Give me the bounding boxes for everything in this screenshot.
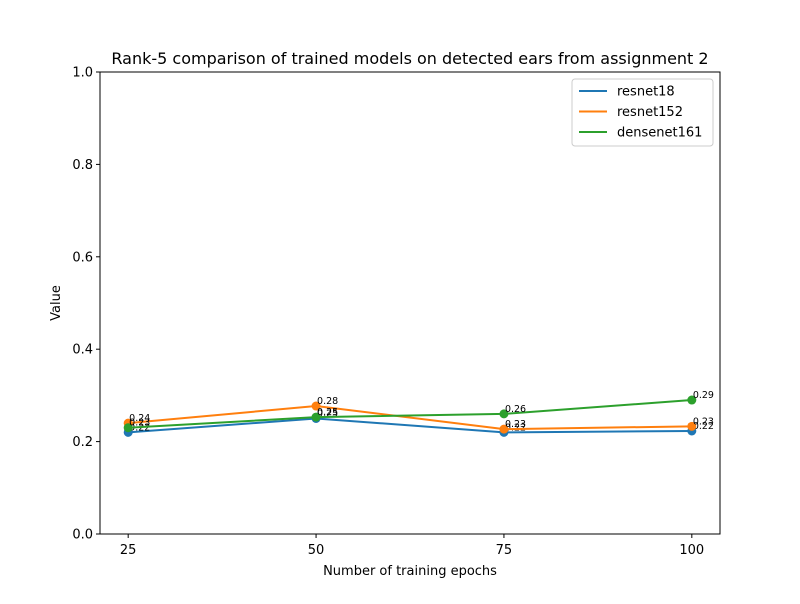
legend-box [571, 78, 714, 147]
data-point [687, 395, 697, 405]
chart-title: Rank-5 comparison of trained models on d… [111, 49, 708, 68]
y-tick-label: 1.0 [72, 66, 93, 81]
data-label: 0.22 [505, 422, 526, 433]
series-line-resnet152 [128, 405, 692, 431]
x-axis-label: Number of training epochs [323, 564, 497, 579]
data-point [499, 409, 509, 419]
y-tick-label: 0.6 [72, 250, 93, 265]
x-tick-label: 100 [679, 543, 704, 558]
axes: 0.0 0.2 0.4 0.6 0.8 1.0 25 50 75 100 [72, 66, 704, 559]
x-tick-label: 25 [120, 543, 137, 558]
x-tick-label: 75 [496, 543, 513, 558]
legend-label: resnet18 [617, 85, 675, 100]
data-label: 0.22 [693, 421, 714, 432]
data-point [123, 423, 133, 433]
data-label: 0.23 [693, 416, 714, 427]
plot-frame [99, 71, 721, 535]
data-label: 0.23 [129, 418, 150, 429]
y-tick-label: 0.8 [72, 158, 93, 173]
data-label: 0.25 [317, 407, 338, 418]
data-label: 0.26 [505, 404, 526, 415]
plot-area: 0.220.250.22 0.220.240.280.23 0.230.230.25… [123, 390, 714, 437]
x-tick-label: 50 [308, 543, 325, 558]
data-point [311, 401, 321, 411]
y-axis-label: Value [49, 285, 64, 321]
data-label: 0.25 [317, 409, 338, 420]
y-tick-label: 0.0 [72, 528, 93, 543]
data-label: 0.23 [505, 419, 526, 430]
y-tick-label: 0.2 [72, 435, 93, 450]
data-label: 0.24 [129, 413, 150, 424]
data-point [311, 412, 321, 422]
data-label: 0.29 [693, 390, 714, 401]
data-point [687, 421, 697, 431]
series-densenet161: 0.23 0.25 0.26 0.29 [123, 390, 714, 433]
series-line-densenet161 [128, 399, 692, 429]
y-tick-label: 0.4 [72, 343, 93, 358]
legend: resnet18 resnet152 densenet161 [571, 78, 714, 147]
series-line-resnet18 [128, 417, 692, 434]
data-label: 0.28 [317, 396, 338, 407]
data-point [499, 424, 509, 434]
legend-label: densenet161 [617, 126, 702, 141]
legend-label: resnet152 [617, 105, 683, 120]
